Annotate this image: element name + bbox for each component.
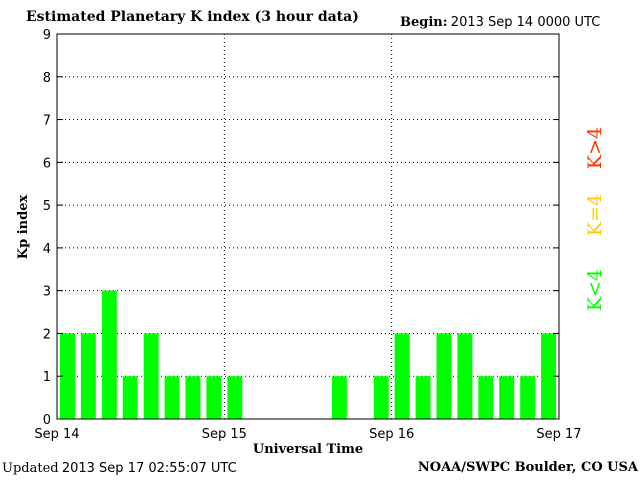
kp-bar (206, 376, 222, 419)
y-tick-label: 6 (43, 156, 51, 171)
chart-title: Estimated Planetary K index (3 hour data… (26, 9, 359, 25)
kp-bar (101, 290, 117, 419)
legend-entry: K<4 (584, 269, 606, 311)
updated-timestamp: Updated 2013 Sep 17 02:55:07 UTC (2, 460, 237, 476)
credit-text: NOAA/SWPC Boulder, CO USA (417, 460, 638, 475)
plot-frame (56, 33, 560, 420)
y-tick-label: 5 (43, 199, 51, 214)
y-tick-label: 8 (43, 71, 51, 86)
kp-bar (415, 376, 431, 419)
updated-value: 2013 Sep 17 02:55:07 UTC (61, 461, 237, 476)
kp-bar (499, 376, 515, 419)
kp-bar (60, 333, 75, 419)
kp-bar (143, 333, 159, 419)
grid-lines (57, 34, 559, 419)
y-tick-label: 3 (43, 285, 51, 300)
x-tick-label: Sep 15 (202, 427, 247, 442)
begin-value: 2013 Sep 14 0000 UTC (450, 15, 601, 30)
kp-bar (478, 376, 494, 419)
x-tick-label: Sep 17 (536, 427, 581, 442)
x-tick-label: Sep 16 (369, 427, 414, 442)
kp-bar (80, 333, 96, 419)
kp-bar (185, 376, 201, 419)
kp-bar (227, 376, 243, 419)
y-tick-label: 4 (43, 242, 51, 257)
y-tick-label: 1 (43, 370, 51, 385)
y-tick-label: 0 (43, 413, 51, 428)
legend-entry: K>4 (584, 127, 606, 169)
kp-bar (541, 333, 556, 419)
bar-series (60, 290, 556, 419)
x-axis-label: Universal Time (253, 442, 363, 457)
kp-bar (331, 376, 347, 419)
x-axis: Sep 14 Sep 15 Sep 16 Sep 17 (34, 427, 581, 442)
legend: K<4 K=4 K>4 (584, 127, 606, 311)
kp-bar (373, 376, 389, 419)
x-tick-label: Sep 14 (34, 427, 79, 442)
kp-bar (164, 376, 180, 419)
y-axis-label: Kp index (16, 195, 31, 260)
updated-label: Updated (2, 461, 59, 476)
y-tick-label: 2 (43, 327, 51, 342)
y-tick-label: 7 (43, 114, 51, 129)
begin-label: Begin: (400, 15, 448, 30)
kp-bar (122, 376, 138, 419)
kp-bar (457, 333, 473, 419)
y-tick-label: 9 (43, 28, 51, 43)
begin-timestamp: Begin: 2013 Sep 14 0000 UTC (400, 14, 600, 30)
legend-entry: K=4 (584, 194, 606, 236)
kp-bar (436, 333, 452, 419)
y-axis: 0 1 2 3 4 5 6 7 8 9 (43, 28, 559, 428)
kp-bar (520, 376, 536, 419)
kp-bar (394, 333, 410, 419)
